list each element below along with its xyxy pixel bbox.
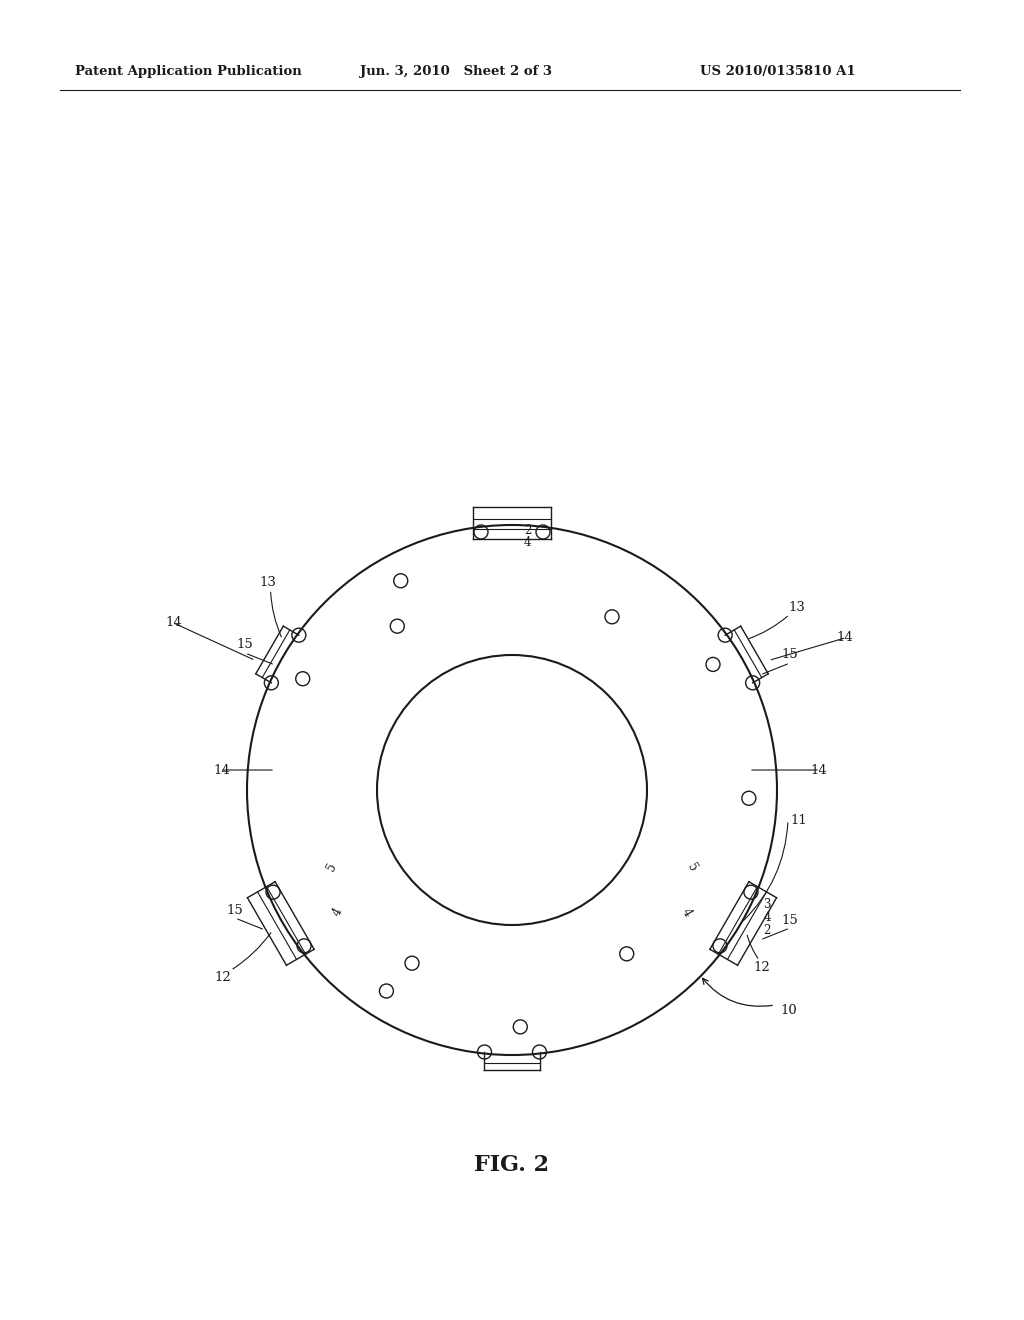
Text: 10: 10 [780,1003,797,1016]
Text: 15: 15 [237,639,253,652]
Text: US 2010/0135810 A1: US 2010/0135810 A1 [700,65,856,78]
Text: FIG. 2: FIG. 2 [474,1154,550,1176]
Text: 12: 12 [753,961,770,974]
Text: 13: 13 [259,576,275,589]
Text: 15: 15 [781,913,799,927]
Text: 15: 15 [781,648,799,661]
Text: 4: 4 [330,906,345,919]
Text: 14: 14 [810,763,826,776]
Text: 4: 4 [679,906,694,919]
Text: 11: 11 [790,813,807,826]
Text: 15: 15 [226,903,244,916]
Text: 14: 14 [837,631,853,644]
Text: 4: 4 [764,911,771,924]
Text: 12: 12 [214,972,230,983]
Text: 2: 2 [764,924,771,937]
Text: 14: 14 [166,616,182,630]
Text: Jun. 3, 2010   Sheet 2 of 3: Jun. 3, 2010 Sheet 2 of 3 [360,65,552,78]
Text: 13: 13 [788,601,805,614]
Text: 14: 14 [213,763,230,776]
Text: 3: 3 [764,898,771,911]
Text: 5: 5 [325,861,340,874]
Text: Patent Application Publication: Patent Application Publication [75,65,302,78]
Text: 4: 4 [524,536,531,549]
Text: 5: 5 [684,861,699,874]
Text: 2: 2 [524,524,531,536]
